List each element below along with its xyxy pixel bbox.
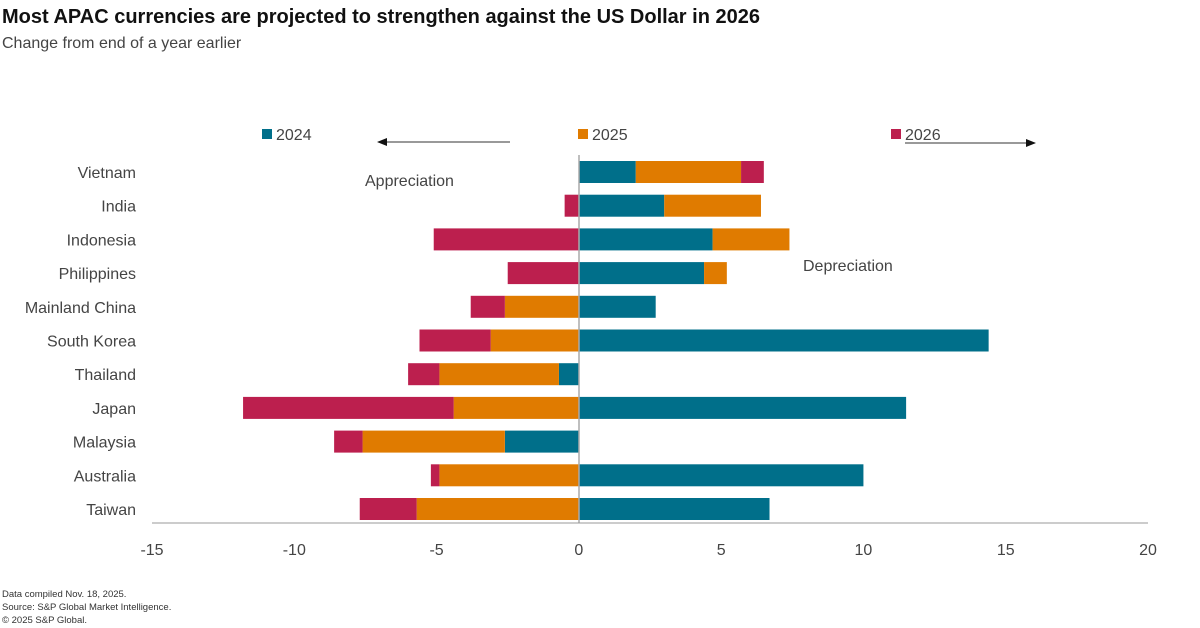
x-tick-label: -15 — [140, 542, 163, 559]
bar-mainland-china-2026 — [470, 295, 505, 318]
bar-vietnam-2025 — [635, 161, 742, 183]
footer: Data compiled Nov. 18, 2025. Source: S&P… — [2, 588, 171, 627]
chart-title: Most APAC currencies are projected to st… — [2, 6, 760, 28]
category-label: Vietnam — [78, 165, 136, 182]
category-label: Taiwan — [86, 502, 136, 519]
x-tick-label: -10 — [283, 542, 306, 559]
bar-japan-2024 — [578, 396, 907, 419]
bar-philippines-2026 — [507, 262, 579, 285]
bar-japan-2025 — [453, 396, 579, 419]
bar-indonesia-2026 — [433, 228, 579, 251]
legend-label-2025: 2025 — [592, 127, 628, 144]
bar-mainland-china-2024 — [578, 295, 656, 318]
category-label: Malaysia — [73, 435, 136, 452]
bar-malaysia-2024 — [504, 430, 579, 453]
bar-south-korea-2024 — [578, 329, 989, 352]
bar-india-2026 — [564, 194, 579, 217]
bar-mainland-china-2025 — [504, 295, 579, 318]
bar-india-2025 — [664, 194, 761, 217]
bar-vietnam-2026 — [741, 161, 764, 183]
category-label: India — [101, 199, 136, 216]
x-tick-label: 15 — [997, 542, 1015, 559]
bar-taiwan-2024 — [578, 498, 770, 520]
appreciation-label: Appreciation — [365, 173, 454, 190]
category-label: Thailand — [75, 367, 136, 384]
legend: 2024 2025 2026 — [262, 127, 941, 144]
bar-australia-2024 — [578, 464, 864, 487]
bar-indonesia-2024 — [578, 228, 713, 251]
bar-australia-2025 — [439, 464, 579, 487]
category-label: South Korea — [47, 334, 136, 351]
category-label: Japan — [92, 401, 136, 418]
category-label: Mainland China — [25, 300, 136, 317]
legend-swatch-2026 — [891, 129, 901, 139]
bar-vietnam-2024 — [578, 161, 636, 183]
bar-japan-2026 — [243, 396, 454, 419]
chart-subtitle: Change from end of a year earlier — [2, 35, 242, 52]
bar-thailand-2026 — [408, 363, 440, 386]
depreciation-label: Depreciation — [803, 258, 893, 275]
category-label: Australia — [74, 468, 136, 485]
x-tick-label: 10 — [855, 542, 873, 559]
bar-malaysia-2025 — [362, 430, 505, 453]
bar-malaysia-2026 — [334, 430, 363, 453]
bar-philippines-2024 — [578, 262, 705, 285]
x-tick-label: 20 — [1139, 542, 1157, 559]
legend-label-2026: 2026 — [905, 127, 941, 144]
bar-indonesia-2025 — [712, 228, 790, 251]
legend-swatch-2024 — [262, 129, 272, 139]
footer-source: Source: S&P Global Market Intelligence. — [2, 602, 172, 613]
bar-taiwan-2025 — [416, 498, 579, 520]
x-tick-label: 5 — [717, 542, 726, 559]
category-label: Indonesia — [67, 232, 136, 249]
bar-taiwan-2026 — [359, 498, 417, 520]
x-tick-label: -5 — [429, 542, 443, 559]
legend-label-2024: 2024 — [276, 127, 312, 144]
footer-copyright: © 2025 S&P Global. — [2, 615, 87, 626]
bar-philippines-2025 — [704, 262, 727, 285]
category-label: Philippines — [59, 266, 136, 283]
footer-date: Data compiled Nov. 18, 2025. — [2, 589, 127, 600]
bar-south-korea-2026 — [419, 329, 491, 352]
bar-south-korea-2025 — [490, 329, 579, 352]
bar-australia-2026 — [430, 464, 440, 487]
bar-thailand-2024 — [558, 363, 579, 386]
legend-swatch-2025 — [578, 129, 588, 139]
bar-thailand-2025 — [439, 363, 559, 386]
x-tick-label: 0 — [574, 542, 583, 559]
bar-india-2024 — [578, 194, 665, 217]
